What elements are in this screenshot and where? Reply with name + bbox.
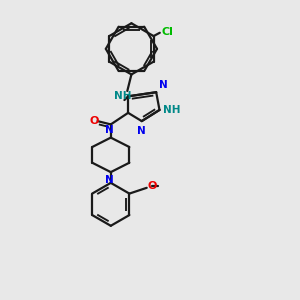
Text: N: N: [159, 80, 167, 90]
Text: O: O: [148, 181, 157, 191]
Text: Cl: Cl: [161, 27, 173, 37]
Text: N: N: [105, 125, 113, 135]
Text: NH: NH: [163, 105, 180, 115]
Text: N: N: [105, 176, 113, 185]
Text: N: N: [137, 126, 146, 136]
Text: O: O: [90, 116, 99, 126]
Text: NH: NH: [114, 91, 131, 101]
